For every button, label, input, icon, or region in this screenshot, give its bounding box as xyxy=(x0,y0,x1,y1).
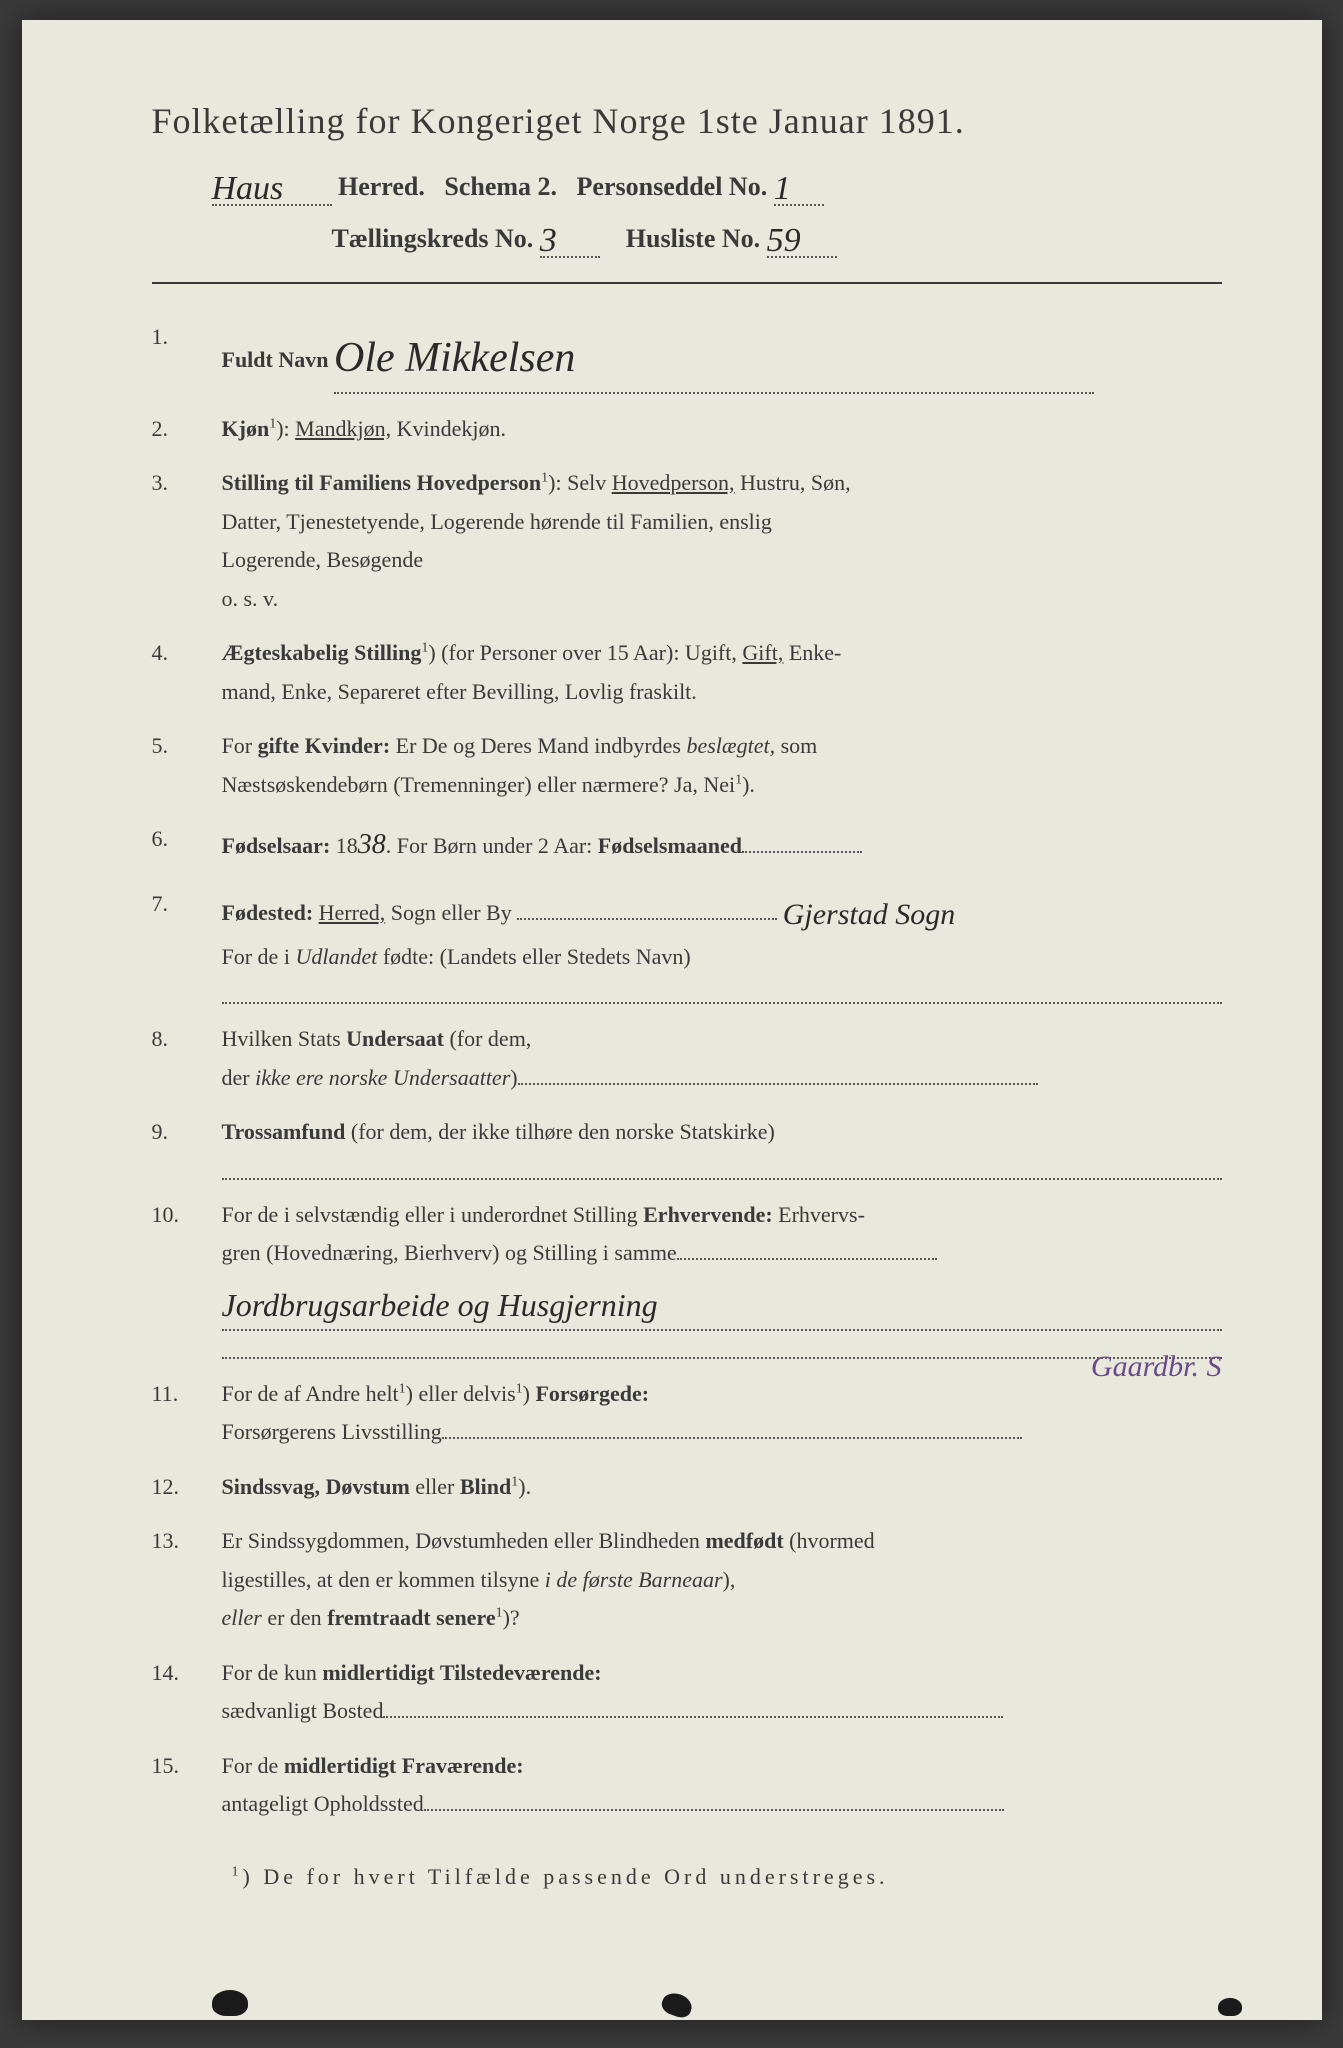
q10: For de i selvstændig eller i underordnet… xyxy=(152,1196,1222,1359)
paper-defect xyxy=(1218,1998,1242,2016)
person-no: 1 xyxy=(774,170,791,208)
q1: Fuldt Navn Ole Mikkelsen xyxy=(152,318,1222,394)
q9-blank xyxy=(222,1158,1222,1180)
q4: Ægteskabelig Stilling1) (for Personer ov… xyxy=(152,634,1222,711)
q3-label: Stilling til Familiens Hovedperson xyxy=(222,470,542,495)
q6-year: 38 xyxy=(358,829,386,860)
personseddel-label: Personseddel No. xyxy=(577,172,768,201)
q14: For de kun midlertidigt Tilstedeværende:… xyxy=(152,1654,1222,1731)
herred-label: Herred. xyxy=(338,172,425,201)
paper-defect xyxy=(212,1990,248,2016)
q2-opt1: Mandkjøn, xyxy=(295,416,391,441)
q3-line4: o. s. v. xyxy=(222,586,279,611)
q7-value: Gjerstad Sogn xyxy=(783,889,956,942)
q1-label: Fuldt Navn xyxy=(222,347,329,372)
q11: For de af Andre helt1) eller delvis1) Fo… xyxy=(152,1375,1222,1452)
q2-opt2: Kvindekjøn. xyxy=(397,416,506,441)
header-line2: Haus Herred. Schema 2. Personseddel No. … xyxy=(152,166,1182,206)
husliste-label: Husliste No. xyxy=(626,224,760,253)
paper-defect xyxy=(659,1990,695,2021)
q8: Hvilken Stats Undersaat (for dem, der ik… xyxy=(152,1020,1222,1097)
q10-value1: Jordbrugsarbeide og Husgjerning xyxy=(222,1277,658,1333)
kreds-label: Tællingskreds No. xyxy=(332,224,534,253)
q5: For gifte Kvinder: Er De og Deres Mand i… xyxy=(152,727,1222,804)
husliste-no: 59 xyxy=(767,222,801,260)
q1-value: Ole Mikkelsen xyxy=(334,322,575,396)
schema-label: Schema 2. xyxy=(444,172,557,201)
census-form-page: Folketælling for Kongeriget Norge 1ste J… xyxy=(22,20,1322,2020)
q7-label: Fødested: xyxy=(222,900,314,925)
question-list: Fuldt Navn Ole Mikkelsen Kjøn1): Mandkjø… xyxy=(152,318,1222,1824)
q3-hoved: Hovedperson, xyxy=(612,470,735,495)
header-block: Folketælling for Kongeriget Norge 1ste J… xyxy=(152,100,1222,258)
herred-handwritten: Haus xyxy=(212,170,284,208)
q4-line2: mand, Enke, Separeret efter Bevilling, L… xyxy=(222,679,697,704)
kreds-no: 3 xyxy=(540,222,557,260)
q9-bold: Trossamfund xyxy=(222,1119,346,1144)
header-line3: Tællingskreds No. 3 Husliste No. 59 xyxy=(152,218,1182,258)
footnote: 1) De for hvert Tilfælde passende Ord un… xyxy=(152,1864,1222,1890)
q9: Trossamfund (for dem, der ikke tilhøre d… xyxy=(152,1113,1222,1180)
divider xyxy=(152,282,1222,284)
q15: For de midlertidigt Fraværende: antageli… xyxy=(152,1747,1222,1824)
q6: Fødselsaar: 1838. For Børn under 2 Aar: … xyxy=(152,820,1222,869)
main-title: Folketælling for Kongeriget Norge 1ste J… xyxy=(152,100,1182,142)
q2: Kjøn1): Mandkjøn, Kvindekjøn. xyxy=(152,410,1222,449)
q3-line2: Datter, Tjenestetyende, Logerende hørend… xyxy=(222,509,772,534)
q13: Er Sindssygdommen, Døvstumheden eller Bl… xyxy=(152,1522,1222,1638)
q3: Stilling til Familiens Hovedperson1): Se… xyxy=(152,464,1222,618)
q5-bold: gifte Kvinder: xyxy=(258,733,391,758)
q4-label: Ægteskabelig Stilling xyxy=(222,640,422,665)
q7-blank xyxy=(222,982,1222,1004)
q4-gift: Gift, xyxy=(742,640,783,665)
q6-label: Fødselsaar: xyxy=(222,833,331,858)
q7: Fødested: Herred, Sogn eller By Gjerstad… xyxy=(152,885,1222,1004)
q2-label: Kjøn xyxy=(222,416,270,441)
q5-line2: Næstsøskendebørn (Tremenninger) eller næ… xyxy=(222,772,736,797)
q3-line3: Logerende, Besøgende xyxy=(222,547,424,572)
q12: Sindssvag, Døvstum eller Blind1). xyxy=(152,1468,1222,1507)
